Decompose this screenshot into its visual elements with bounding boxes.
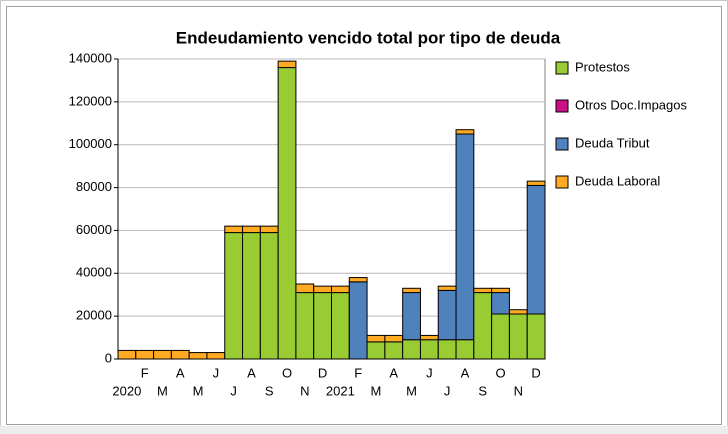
bar-segment [188,352,208,360]
bar-segment [224,232,244,360]
bottom-strip [0,426,728,434]
bar-segment [135,349,155,360]
bar-segment [259,232,279,360]
x-tick-label: O [282,365,292,380]
bar-segment [491,292,510,315]
x-tick-label: N [300,383,309,398]
legend-swatch [555,137,569,151]
bar-segment [526,180,546,186]
y-tick-label: 0 [105,350,112,365]
x-tick-label: 2021 [326,383,355,398]
bar-segment [295,283,315,294]
bar-segment [384,334,404,343]
bar-segment [277,67,297,360]
legend-swatch [555,99,569,113]
bar-segment [242,225,261,234]
y-tick-label: 20000 [76,308,112,323]
bar-segment [313,292,333,360]
x-tick-label: 2020 [112,383,141,398]
x-tick-label: F [141,365,149,380]
bar-segment [384,341,404,360]
y-tick-label: 40000 [76,265,112,280]
bar-segment [224,225,244,234]
x-tick-label: J [230,383,237,398]
bar-segment [259,225,279,234]
bar-segment [402,287,421,294]
bar-segment [491,287,510,294]
y-tick-label: 100000 [69,136,112,151]
x-tick-label: M [406,383,417,398]
bar-segment [206,352,226,360]
legend-label: Deuda Laboral [575,173,660,188]
x-tick-label: N [514,383,523,398]
bar-segment [366,334,386,343]
x-tick-label: A [461,365,470,380]
bar-segment [242,232,261,360]
legend-label: Otros Doc.Impagos [575,97,687,112]
x-tick-label: S [265,383,274,398]
x-tick-label: M [157,383,168,398]
x-tick-label: D [531,365,540,380]
legend-swatch [555,175,569,189]
bar-segment [331,285,350,294]
x-tick-label: O [495,365,505,380]
bar-segment [419,334,439,341]
bar-segment [526,313,546,360]
x-tick-label: S [478,383,487,398]
bar-segment [313,285,333,294]
bar-segment [491,313,510,360]
x-tick-label: J [444,383,451,398]
bar-segment [455,129,475,135]
bar-segment [508,309,528,315]
x-tick-label: J [426,365,433,380]
bar-segment [437,339,457,360]
bar-segment [526,184,546,315]
y-tick-label: 140000 [69,50,112,65]
x-tick-label: M [371,383,382,398]
x-tick-label: M [193,383,204,398]
bar-segment [437,285,457,291]
bar-segment [455,339,475,360]
x-tick-label: A [247,365,256,380]
bar-segment [366,341,386,360]
bar-segment [277,60,297,69]
bar-segment [348,281,368,360]
legend-label: Protestos [575,59,630,74]
bar-segment [170,349,190,360]
y-tick-label: 60000 [76,222,112,237]
y-tick-label: 120000 [69,93,112,108]
bar-segment [117,349,137,360]
x-tick-label: A [176,365,185,380]
bar-segment [331,292,350,360]
bar-segment [348,277,368,283]
x-tick-label: D [318,365,327,380]
legend-swatch [555,61,569,75]
y-tick-label: 80000 [76,179,112,194]
chart-title: Endeudamiento vencido total por tipo de … [176,28,561,47]
x-tick-label: F [354,365,362,380]
bar-segment [473,287,493,294]
x-tick-label: J [213,365,220,380]
bar-segment [419,339,439,360]
bar-segment [153,349,172,360]
bar-segment [455,133,475,341]
x-tick-label: A [389,365,398,380]
legend-label: Deuda Tribut [575,135,650,150]
bar-segment [295,292,315,360]
bar-segment [437,289,457,341]
bar-segment [402,292,421,341]
bar-segment [402,339,421,360]
bar-segment [473,292,493,360]
bar-segment [508,313,528,360]
